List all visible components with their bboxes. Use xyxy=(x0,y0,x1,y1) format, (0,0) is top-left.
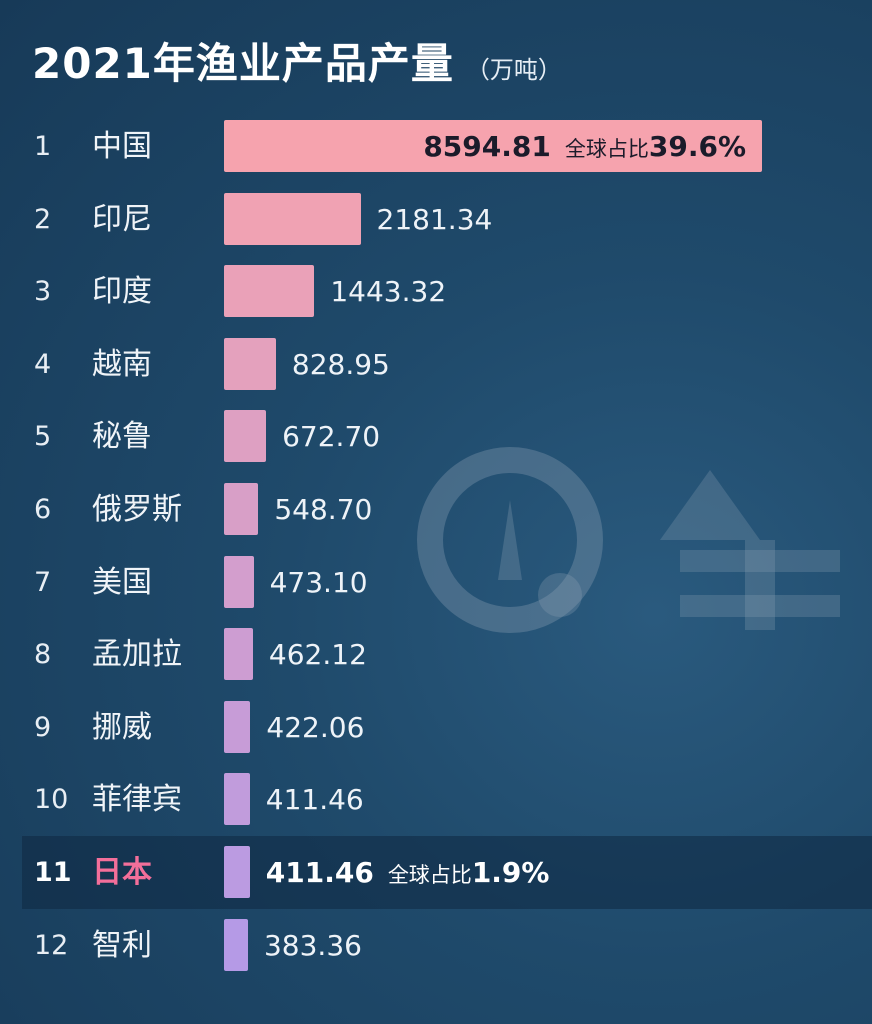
value-label: 828.95 xyxy=(292,328,390,401)
chart-row: 10 菲律宾 411.46 xyxy=(0,763,872,836)
share-label: 全球占比 xyxy=(387,863,472,887)
value-number: 411.46 xyxy=(265,856,374,889)
value-number: 548.70 xyxy=(274,493,373,526)
chart-row: 4 越南 828.95 xyxy=(0,328,872,401)
chart-row: 9 挪威 422.06 xyxy=(0,691,872,764)
rank-label: 6 xyxy=(34,494,52,525)
value-number: 8594.81 xyxy=(423,130,551,163)
value-number: 411.46 xyxy=(265,783,364,817)
rank-label: 12 xyxy=(34,929,69,961)
value-label: 8594.81 全球占比39.6% xyxy=(423,110,746,186)
bar xyxy=(224,846,250,898)
share-value: 39.6% xyxy=(648,130,746,163)
category-label: 挪威 xyxy=(92,709,152,745)
value-number: 828.95 xyxy=(291,347,390,381)
chart-row: 7 美国 473.10 xyxy=(0,546,872,619)
value-number: 383.36 xyxy=(263,928,362,962)
category-label: 孟加拉 xyxy=(92,637,182,673)
category-label: 菲律宾 xyxy=(92,782,182,818)
value-number: 1443.32 xyxy=(330,275,447,309)
value-label: 2181.34 xyxy=(377,183,493,256)
share-label: 全球占比 xyxy=(564,137,649,161)
chart-row: 12 智利 383.36 xyxy=(0,909,872,982)
value-label: 548.70 xyxy=(274,473,372,546)
value-label: 411.46 xyxy=(266,763,364,836)
rank-label: 2 xyxy=(34,203,52,235)
bar xyxy=(224,483,259,535)
category-label: 日本 xyxy=(92,855,152,890)
category-label: 智利 xyxy=(92,927,152,963)
value-label: 1443.32 xyxy=(330,255,446,328)
rank-label: 8 xyxy=(34,639,52,671)
rank-label: 10 xyxy=(34,784,69,816)
bar xyxy=(224,192,361,245)
chart-unit: （万吨） xyxy=(465,56,562,84)
value-number: 473.10 xyxy=(269,565,368,599)
rank-label: 4 xyxy=(34,348,52,380)
rank-label: 5 xyxy=(34,421,52,453)
category-label: 印尼 xyxy=(92,201,152,237)
chart-title-area: 2021年渔业产品产量 （万吨） xyxy=(32,30,562,94)
chart-row: 1 中国 8594.81 全球占比39.6% xyxy=(0,110,872,183)
bar xyxy=(224,628,253,681)
rank-label: 1 xyxy=(34,131,52,162)
bar xyxy=(224,918,248,971)
chart-row: 2 印尼 2181.34 xyxy=(0,183,872,256)
value-number: 2181.34 xyxy=(376,202,493,236)
value-label: 672.70 xyxy=(282,400,380,473)
value-label: 422.06 xyxy=(266,691,364,764)
value-label: 462.12 xyxy=(269,618,367,691)
bar xyxy=(224,265,315,318)
category-label: 印度 xyxy=(92,274,152,310)
bar xyxy=(224,700,251,753)
category-label: 俄罗斯 xyxy=(92,492,182,527)
bar xyxy=(224,555,254,608)
rank-label: 11 xyxy=(34,857,72,888)
value-label: 411.46 全球占比1.9% xyxy=(266,836,550,912)
share-value: 1.9% xyxy=(471,856,550,889)
chart-row: 8 孟加拉 462.12 xyxy=(0,618,872,691)
rank-label: 3 xyxy=(34,276,52,308)
chart-title: 2021年渔业产品产量 xyxy=(32,39,454,88)
bar xyxy=(224,773,250,826)
rank-label: 9 xyxy=(34,711,52,743)
value-number: 672.70 xyxy=(282,420,381,454)
value-number: 462.12 xyxy=(268,638,367,672)
value-number: 422.06 xyxy=(266,710,365,744)
rank-label: 7 xyxy=(34,566,52,598)
bar xyxy=(224,120,762,172)
value-label: 473.10 xyxy=(270,546,368,619)
chart-row: 6 俄罗斯 548.70 xyxy=(0,473,872,546)
category-label: 中国 xyxy=(92,129,152,164)
category-label: 越南 xyxy=(92,346,152,382)
bar xyxy=(224,337,276,390)
chart-row: 3 印度 1443.32 xyxy=(0,255,872,328)
value-label: 383.36 xyxy=(264,909,362,982)
bar xyxy=(224,410,267,463)
chart-row: 11 日本 411.46 全球占比1.9% xyxy=(22,836,872,909)
category-label: 美国 xyxy=(92,564,152,600)
chart-row: 5 秘鲁 672.70 xyxy=(0,400,872,473)
category-label: 秘鲁 xyxy=(92,419,152,455)
